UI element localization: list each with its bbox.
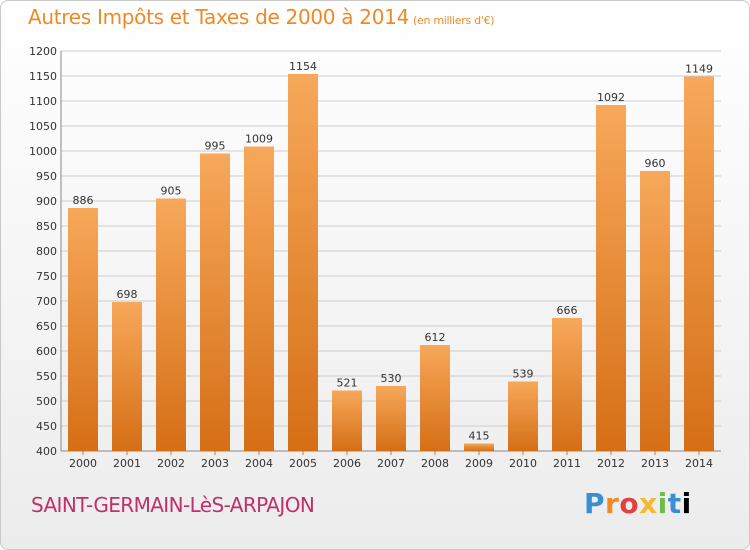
bar-value-label: 521	[337, 377, 358, 390]
logo-letter: i	[681, 487, 692, 520]
x-tick-label: 2000	[69, 457, 97, 470]
bar-value-label: 530	[381, 372, 402, 385]
y-tick-label: 1200	[29, 45, 57, 58]
y-tick-label: 950	[36, 170, 57, 183]
y-tick-label: 1150	[29, 70, 57, 83]
chart-unit: (en milliers d'€)	[413, 14, 495, 27]
bar	[596, 105, 626, 451]
bar	[464, 443, 494, 451]
bar-value-label: 886	[73, 194, 94, 207]
logo-letter: x	[639, 487, 658, 520]
y-tick-label: 500	[36, 395, 57, 408]
x-tick-label: 2002	[157, 457, 185, 470]
chart-title-text: Autres Impôts et Taxes de 2000 à 2014	[28, 5, 409, 29]
y-tick-label: 900	[36, 195, 57, 208]
x-tick-label: 2008	[421, 457, 449, 470]
logo-letter: t	[667, 487, 682, 520]
bar-value-label: 539	[513, 368, 534, 381]
bar	[156, 198, 186, 451]
y-tick-label: 1000	[29, 145, 57, 158]
x-tick-label: 2007	[377, 457, 405, 470]
y-tick-label: 600	[36, 345, 57, 358]
logo-letter: r	[605, 487, 620, 520]
x-tick-label: 2006	[333, 457, 361, 470]
bar-value-label: 960	[645, 157, 666, 170]
bar	[640, 171, 670, 451]
y-tick-label: 1050	[29, 120, 57, 133]
bar-value-label: 666	[557, 304, 578, 317]
bar-value-label: 698	[117, 288, 138, 301]
x-tick-label: 2005	[289, 457, 317, 470]
bar	[684, 76, 714, 451]
bar	[376, 386, 406, 451]
y-tick-label: 750	[36, 270, 57, 283]
bar	[508, 381, 538, 451]
bar-value-label: 995	[205, 140, 226, 153]
bar-value-label: 1154	[289, 60, 317, 73]
y-tick-label: 400	[36, 445, 57, 458]
bar	[244, 146, 274, 451]
bar	[112, 302, 142, 451]
proxiti-logo[interactable]: Proxiti	[584, 487, 692, 520]
x-tick-label: 2004	[245, 457, 273, 470]
x-tick-label: 2012	[597, 457, 625, 470]
y-tick-label: 650	[36, 320, 57, 333]
commune-name: SAINT-GERMAIN-LèS-ARPAJON	[31, 493, 315, 517]
bar	[420, 345, 450, 451]
bar-value-label: 905	[161, 185, 182, 198]
x-tick-label: 2003	[201, 457, 229, 470]
bar	[288, 74, 318, 451]
y-tick-label: 550	[36, 370, 57, 383]
y-tick-label: 1100	[29, 95, 57, 108]
x-tick-label: 2014	[685, 457, 713, 470]
y-tick-label: 450	[36, 420, 57, 433]
logo-letter: o	[619, 487, 640, 520]
bar-value-label: 1149	[685, 63, 713, 76]
axes: 400 450 500 550 600 650 700 750 800 850 900 950 1000…	[29, 45, 721, 470]
x-tick-label: 2001	[113, 457, 141, 470]
x-tick-label: 2011	[553, 457, 581, 470]
data-labels: 886 698 905 995 1009 1154 521 530 612 415 539 666 10…	[73, 60, 714, 443]
x-tick-label: 2013	[641, 457, 669, 470]
x-tick-label: 2009	[465, 457, 493, 470]
bar-value-label: 1009	[245, 133, 273, 146]
chart-title: Autres Impôts et Taxes de 2000 à 2014 (en…	[28, 5, 494, 29]
y-tick-label: 700	[36, 295, 57, 308]
bar	[68, 208, 98, 451]
bar-value-label: 415	[469, 430, 490, 443]
logo-letter: P	[584, 487, 606, 520]
bar	[552, 318, 582, 451]
bar	[332, 390, 362, 451]
bars	[68, 74, 714, 451]
logo-letter: i	[657, 487, 668, 520]
y-tick-label: 800	[36, 245, 57, 258]
bar	[200, 153, 230, 451]
bar-value-label: 612	[425, 331, 446, 344]
x-tick-label: 2010	[509, 457, 537, 470]
bar-value-label: 1092	[597, 91, 625, 104]
y-tick-label: 850	[36, 220, 57, 233]
